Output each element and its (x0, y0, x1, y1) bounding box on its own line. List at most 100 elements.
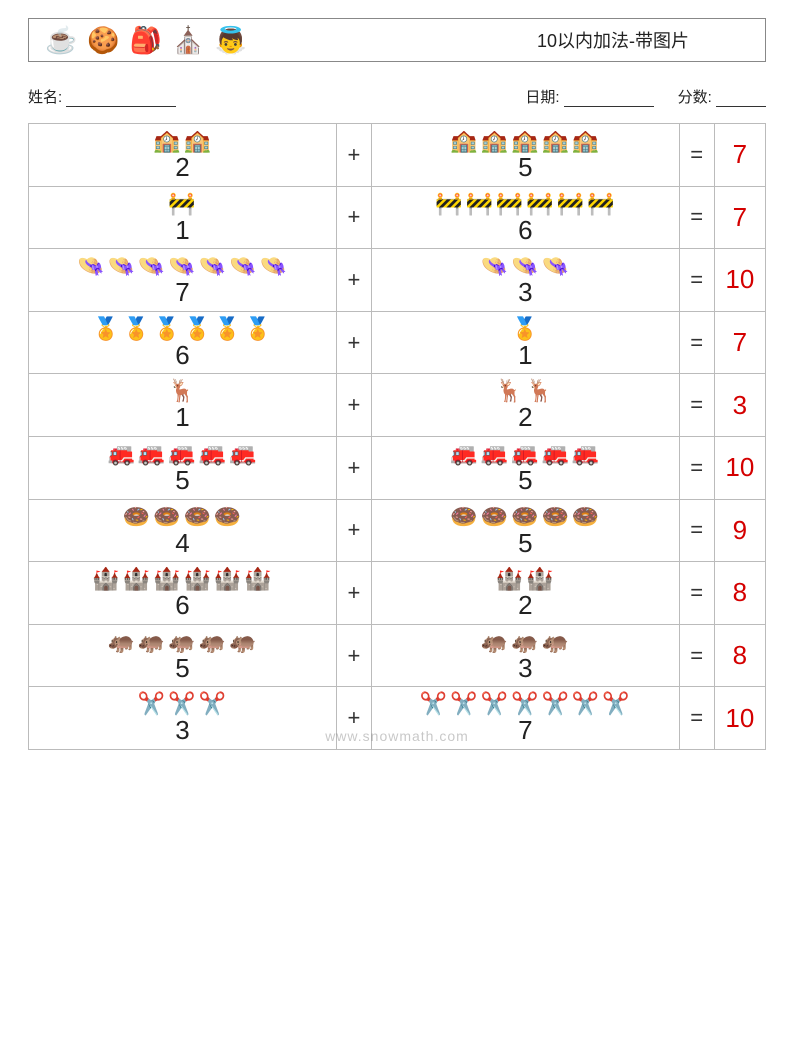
answer-value: 8 (733, 577, 747, 607)
table-row: 🏰🏰🏰🏰🏰🏰6+🏰🏰2=8 (29, 562, 766, 625)
operand-a-value: 4 (31, 529, 334, 558)
table-row: 🏫🏫2+🏫🏫🏫🏫🏫5= 7 (29, 124, 766, 187)
operand-b-icons: 🏫🏫🏫🏫🏫 (374, 128, 677, 154)
operand-a-icons: 🚧 (31, 191, 334, 217)
header-icon: 👼 (215, 27, 247, 53)
operand-a-cell: 🏅🏅🏅🏅🏅🏅6 (29, 311, 337, 374)
page-title: 10以内加法-带图片 (537, 27, 749, 53)
answer-value: 9 (733, 515, 747, 545)
operand-b-icons: 🚧🚧🚧🚧🚧🚧 (374, 191, 677, 217)
operand-b-cell: 🚧🚧🚧🚧🚧🚧6 (371, 186, 679, 249)
answer-value: 7 (733, 139, 747, 169)
table-row: 🏅🏅🏅🏅🏅🏅6+🏅1= 7 (29, 311, 766, 374)
operand-b-value: 1 (374, 341, 677, 370)
info-line: 姓名: 日期: 分数: (28, 86, 766, 107)
operand-b-cell: 🚒🚒🚒🚒🚒5 (371, 436, 679, 499)
operand-a-cell: 🏰🏰🏰🏰🏰🏰6 (29, 562, 337, 625)
operand-a-value: 5 (31, 654, 334, 683)
header-box: ☕️🍪🎒⛪️👼 10以内加法-带图片 (28, 18, 766, 62)
operator-cell: + (336, 624, 371, 687)
answer-cell: 10 (714, 249, 765, 312)
operand-a-icons: 🏫🏫 (31, 128, 334, 154)
operand-a-icons: 🚒🚒🚒🚒🚒 (31, 441, 334, 467)
table-row: 🦛🦛🦛🦛🦛5+🦛🦛🦛3=8 (29, 624, 766, 687)
answer-cell: 3 (714, 374, 765, 437)
operand-a-cell: 👒👒👒👒👒👒👒7 (29, 249, 337, 312)
operand-a-value: 6 (31, 591, 334, 620)
answer-cell: 7 (714, 311, 765, 374)
operand-b-icons: 🦌🦌 (374, 378, 677, 404)
score-label: 分数: (678, 89, 712, 106)
answer-cell: 8 (714, 562, 765, 625)
operand-a-cell: 🦛🦛🦛🦛🦛5 (29, 624, 337, 687)
operator-cell: + (336, 124, 371, 187)
operand-b-value: 2 (374, 403, 677, 432)
operand-b-cell: 🍩🍩🍩🍩🍩5 (371, 499, 679, 562)
operand-b-icons: 👒👒👒 (374, 253, 677, 279)
header-icon-row: ☕️🍪🎒⛪️👼 (45, 27, 247, 53)
operand-a-icons: 🏅🏅🏅🏅🏅🏅 (31, 316, 334, 342)
answer-value: 3 (733, 390, 747, 420)
operand-b-icons: 🏅 (374, 316, 677, 342)
operand-b-icons: 🦛🦛🦛 (374, 629, 677, 655)
operand-a-icons: 🦌 (31, 378, 334, 404)
operand-a-cell: 🚒🚒🚒🚒🚒5 (29, 436, 337, 499)
table-row: 👒👒👒👒👒👒👒7+👒👒👒3=10 (29, 249, 766, 312)
operand-b-cell: 🏰🏰2 (371, 562, 679, 625)
header-icon: ⛪️ (172, 27, 204, 53)
operand-b-value: 6 (374, 216, 677, 245)
operand-b-value: 2 (374, 591, 677, 620)
answer-value: 7 (733, 202, 747, 232)
operand-b-cell: 🏫🏫🏫🏫🏫5 (371, 124, 679, 187)
answer-cell: 7 (714, 124, 765, 187)
operator-cell: + (336, 186, 371, 249)
equals-cell: = (679, 249, 714, 312)
equals-cell: = (679, 186, 714, 249)
name-label: 姓名: (28, 89, 62, 106)
operand-a-value: 5 (31, 466, 334, 495)
operator-cell: + (336, 436, 371, 499)
table-row: 🚒🚒🚒🚒🚒5+🚒🚒🚒🚒🚒5=10 (29, 436, 766, 499)
equals-cell: = (679, 311, 714, 374)
name-blank[interactable] (66, 93, 176, 107)
equals-cell: = (679, 624, 714, 687)
operand-b-icons: 🍩🍩🍩🍩🍩 (374, 504, 677, 530)
table-row: 🦌1+🦌🦌2=3 (29, 374, 766, 437)
date-blank[interactable] (564, 93, 654, 107)
score-blank[interactable] (716, 93, 766, 107)
operator-cell: + (336, 249, 371, 312)
operand-b-cell: 🏅1 (371, 311, 679, 374)
problems-table: 🏫🏫2+🏫🏫🏫🏫🏫5=7🚧1+🚧🚧🚧🚧🚧🚧6=7👒👒👒👒👒👒👒7+👒👒👒3=10… (28, 123, 766, 750)
equals-cell: = (679, 374, 714, 437)
operand-b-value: 3 (374, 278, 677, 307)
operator-cell: + (336, 499, 371, 562)
operand-a-cell: 🏫🏫2 (29, 124, 337, 187)
answer-cell: 10 (714, 436, 765, 499)
operator-cell: + (336, 562, 371, 625)
operand-a-icons: ✂️✂️✂️ (31, 691, 334, 717)
equals-cell: = (679, 436, 714, 499)
watermark: www.snowmath.com (0, 728, 794, 744)
operand-a-value: 6 (31, 341, 334, 370)
operand-b-icons: ✂️✂️✂️✂️✂️✂️✂️ (374, 691, 677, 717)
operand-a-value: 7 (31, 278, 334, 307)
answer-value: 7 (733, 327, 747, 357)
header-icon: ☕️ (45, 27, 77, 53)
answer-value: 10 (725, 452, 754, 482)
operand-b-icons: 🚒🚒🚒🚒🚒 (374, 441, 677, 467)
equals-cell: = (679, 124, 714, 187)
equals-cell: = (679, 499, 714, 562)
operand-b-icons: 🏰🏰 (374, 566, 677, 592)
operand-b-value: 5 (374, 529, 677, 558)
worksheet-page: ☕️🍪🎒⛪️👼 10以内加法-带图片 姓名: 日期: 分数: 🏫🏫2+🏫🏫🏫🏫🏫… (0, 0, 794, 768)
operand-b-cell: 👒👒👒3 (371, 249, 679, 312)
operator-cell: + (336, 311, 371, 374)
operand-a-value: 2 (31, 153, 334, 182)
table-row: 🚧1+🚧🚧🚧🚧🚧🚧6=7 (29, 186, 766, 249)
date-field: 日期: (525, 86, 653, 107)
name-field: 姓名: (28, 86, 525, 107)
operand-a-icons: 🦛🦛🦛🦛🦛 (31, 629, 334, 655)
operand-a-cell: 🦌1 (29, 374, 337, 437)
score-field: 分数: (678, 86, 766, 107)
operand-b-value: 5 (374, 153, 677, 182)
